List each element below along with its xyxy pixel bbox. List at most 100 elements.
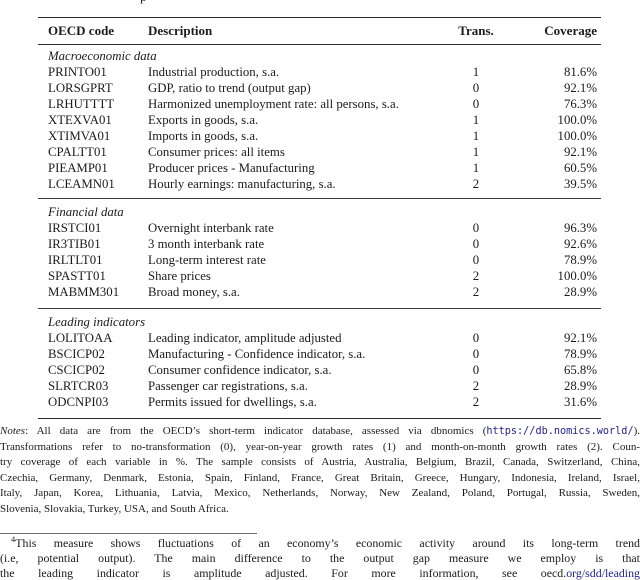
cell-oecd-code: BSCICP02 <box>48 347 105 361</box>
cell-coverage: 78.9% <box>563 253 597 267</box>
cell-coverage: 60.5% <box>563 161 597 175</box>
cell-oecd-code: IRLTLT01 <box>48 253 103 267</box>
notes-line: Czechia, Germany, Denmark, Estonia, Spai… <box>0 471 640 484</box>
cell-description: Share prices <box>148 269 211 283</box>
cell-oecd-code: PRINTO01 <box>48 65 107 79</box>
cell-coverage: 100.0% <box>557 113 597 127</box>
notes-line: Italy, Japan, Korea, Lithuania, Latvia, … <box>0 487 640 500</box>
footnote-text: This measure shows fluctuations of an ec… <box>15 536 640 550</box>
notes-text: ). <box>633 425 640 437</box>
footnote-separator-rule <box>0 533 257 534</box>
table-bottom-rule <box>38 418 601 419</box>
cell-oecd-code: CPALTT01 <box>48 145 107 159</box>
cell-description: Long-term interest rate <box>148 253 266 267</box>
cell-trans: 0 <box>472 81 480 95</box>
notes-line: Slovenia, Slovakia, Turkey, USA, and Sou… <box>0 502 229 515</box>
footnote-line: 4This measure shows fluctuations of an e… <box>0 535 640 551</box>
cell-coverage: 92.6% <box>563 237 597 251</box>
cell-oecd-code: LCEAMN01 <box>48 177 115 191</box>
table-header-row: OECD code Description Trans. Coverage <box>38 18 601 44</box>
cell-description: Leading indicator, amplitude adjusted <box>148 331 342 345</box>
cell-coverage: 28.9% <box>563 285 597 299</box>
section-label: Financial data <box>48 205 124 219</box>
section-leading-indicators: Leading indicators LOLITOAA Leading indi… <box>38 309 601 418</box>
footnote-text: the leading indicator is amplitude adjus… <box>0 565 567 580</box>
cell-coverage: 31.6% <box>563 395 597 409</box>
cell-trans: 2 <box>472 285 480 299</box>
cell-trans: 0 <box>472 331 480 345</box>
table-row: XTIMVA01 Imports in goods, s.a. 1 100.0% <box>38 128 601 144</box>
cell-description: Permits issued for dwellings, s.a. <box>148 395 317 409</box>
cell-description: Hourly earnings: manufacturing, s.a. <box>148 177 336 191</box>
cell-trans: 1 <box>472 161 480 175</box>
cell-trans: 0 <box>472 221 480 235</box>
oecd-variables-table: OECD code Description Trans. Coverage Ma… <box>38 17 601 419</box>
table-row: SLRTCR03 Passenger car registrations, s.… <box>38 378 601 394</box>
cell-oecd-code: IRSTCI01 <box>48 221 102 235</box>
cell-coverage: 92.1% <box>563 331 597 345</box>
cell-coverage: 39.5% <box>563 177 597 191</box>
cell-description: Broad money, s.a. <box>148 285 240 299</box>
cell-oecd-code: XTIMVA01 <box>48 129 111 143</box>
cell-oecd-code: LOLITOAA <box>48 331 113 345</box>
cell-trans: 1 <box>472 145 480 159</box>
notes-line: Notes: All data are from the OECD’s shor… <box>0 424 640 440</box>
cell-description: Industrial production, s.a. <box>148 65 280 79</box>
notes-line: try coverage of each variable in %. The … <box>0 456 640 469</box>
col-header-description: Description <box>148 23 213 38</box>
cell-description: Producer prices - Manufacturing <box>148 161 315 175</box>
cell-oecd-code: MABMM301 <box>48 285 120 299</box>
footnote-line: (i.e, potential output). The main differ… <box>0 550 640 565</box>
cell-trans: 0 <box>472 237 480 251</box>
footnote-line: the leading indicator is amplitude adjus… <box>0 566 640 580</box>
cell-coverage: 96.3% <box>563 221 597 235</box>
cell-coverage: 100.0% <box>557 269 597 283</box>
col-header-coverage: Coverage <box>544 23 597 38</box>
table-row: IRLTLT01 Long-term interest rate 0 78.9% <box>38 252 601 268</box>
section-label: Leading indicators <box>48 315 146 329</box>
cell-trans: 0 <box>472 97 480 111</box>
cell-description: Overnight interbank rate <box>148 221 274 235</box>
cell-trans: 0 <box>472 253 480 267</box>
cell-oecd-code: ODCNPI03 <box>48 395 109 409</box>
col-header-oecd-code: OECD code <box>48 23 115 38</box>
notes-text: : All data are from the OECD’s short-ter… <box>25 425 487 437</box>
cell-oecd-code: LRHUTTTT <box>48 97 115 111</box>
cell-oecd-code: XTEXVA01 <box>48 113 112 127</box>
cell-oecd-code: SPASTT01 <box>48 269 106 283</box>
table-row: IRSTCI01 Overnight interbank rate 0 96.3… <box>38 220 601 236</box>
table-row: BSCICP02 Manufacturing - Confidence indi… <box>38 346 601 362</box>
cell-coverage: 76.3% <box>563 97 597 111</box>
cell-oecd-code: SLRTCR03 <box>48 379 109 393</box>
section-financial-data: Financial data IRSTCI01 Overnight interb… <box>38 199 601 308</box>
table-row: PIEAMP01 Producer prices - Manufacturing… <box>38 160 601 176</box>
cell-coverage: 92.1% <box>563 145 597 159</box>
cell-trans: 0 <box>472 363 480 377</box>
table-top-rule <box>38 17 601 18</box>
table-row: XTEXVA01 Exports in goods, s.a. 1 100.0% <box>38 112 601 128</box>
section-label: Macroeconomic data <box>48 49 157 63</box>
table-row: LRHUTTTT Harmonized unemployment rate: a… <box>38 96 601 112</box>
cell-oecd-code: CSCICP02 <box>48 363 105 377</box>
cell-oecd-code: IR3TIB01 <box>48 237 101 251</box>
cell-oecd-code: LORSGPRT <box>48 81 113 95</box>
table-row: LCEAMN01 Hourly earnings: manufacturing,… <box>38 176 601 192</box>
oecd-leading-link[interactable]: org/sdd/leading <box>566 565 640 580</box>
table-section-rule <box>38 198 601 199</box>
cell-description: GDP, ratio to trend (output gap) <box>148 81 311 95</box>
table-row: PRINTO01 Industrial production, s.a. 1 8… <box>38 64 601 80</box>
table-row: ODCNPI03 Permits issued for dwellings, s… <box>38 394 601 410</box>
cell-description: 3 month interbank rate <box>148 237 265 251</box>
cell-description: Passenger car registrations, s.a. <box>148 379 308 393</box>
table-row: LOLITOAA Leading indicator, amplitude ad… <box>38 330 601 346</box>
table-notes: Notes: All data are from the OECD’s shor… <box>0 424 640 518</box>
table-row: SPASTT01 Share prices 2 100.0% <box>38 268 601 284</box>
cell-description: Exports in goods, s.a. <box>148 113 259 127</box>
cell-description: Harmonized unemployment rate: all person… <box>148 97 399 111</box>
cropped-caption-fragment: p <box>140 0 147 5</box>
cell-coverage: 28.9% <box>563 379 597 393</box>
cell-oecd-code: PIEAMP01 <box>48 161 108 175</box>
dbnomics-link[interactable]: https://db.nomics.world/ <box>486 426 634 437</box>
cell-description: Manufacturing - Confidence indicator, s.… <box>148 347 366 361</box>
table-header-rule <box>38 44 601 45</box>
